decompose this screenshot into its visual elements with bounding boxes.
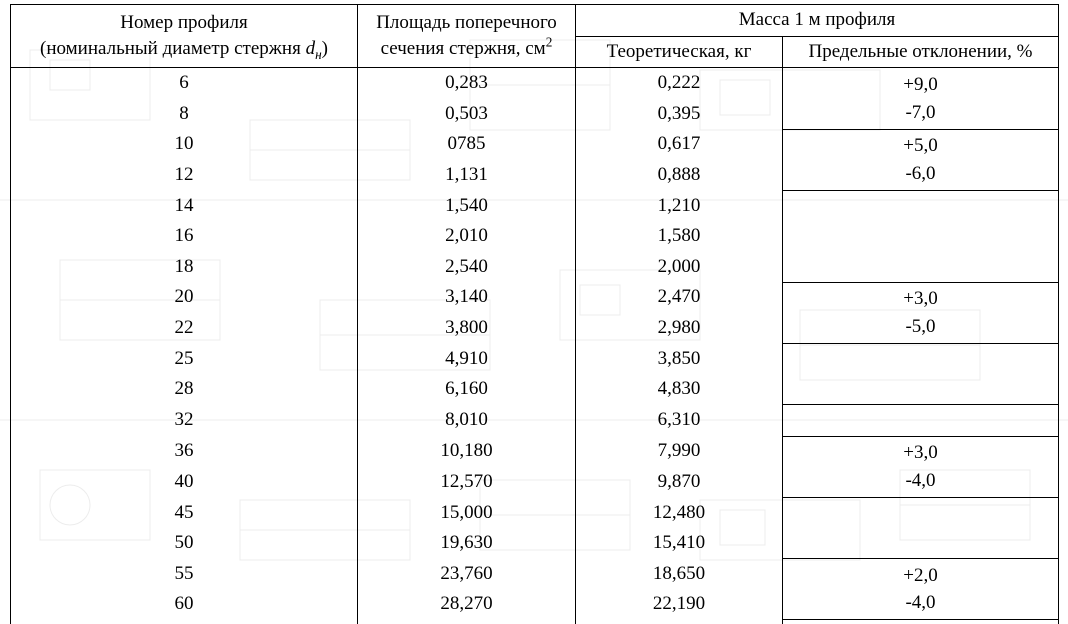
cell-profile-number: 20 — [11, 282, 358, 313]
cell-mass: 4,830 — [576, 374, 783, 405]
cell-profile-number: 25 — [11, 344, 358, 375]
cell-profile-number: 12 — [11, 160, 358, 191]
cell-mass: 6,310 — [576, 405, 783, 437]
cell-mass: 2,980 — [576, 313, 783, 344]
cell-mass: 18,650 — [576, 559, 783, 590]
header-deviation: Предельные отклонении, % — [783, 36, 1059, 68]
cell-mass: 22,190 — [576, 589, 783, 620]
table-row: 254,9103,850 — [11, 344, 1059, 375]
cell-area: 8,010 — [358, 405, 576, 437]
cell-deviation: +3,0-4,0 — [783, 436, 1059, 497]
cell-area: 3,140 — [358, 282, 576, 313]
cell-deviation — [783, 191, 1059, 283]
cell-area: 2,010 — [358, 221, 576, 252]
cell-profile-number: 32 — [11, 405, 358, 437]
table-row: 7038,48030,210 — [11, 620, 1059, 624]
cell-area: 2,540 — [358, 252, 576, 283]
cell-area: 0,503 — [358, 99, 576, 130]
cell-profile-number: 6 — [11, 68, 358, 99]
cell-deviation — [783, 344, 1059, 405]
cell-profile-number: 8 — [11, 99, 358, 130]
table-row: 4515,00012,480 — [11, 498, 1059, 529]
cell-area: 6,160 — [358, 374, 576, 405]
cell-area: 15,000 — [358, 498, 576, 529]
cell-area: 1,540 — [358, 191, 576, 222]
cell-area: 12,570 — [358, 467, 576, 498]
table-row: 1007850,617+5,0-6,0 — [11, 129, 1059, 160]
cell-deviation: +2,0-4,0 — [783, 559, 1059, 620]
cell-deviation: +9,0-7,0 — [783, 68, 1059, 130]
cell-profile-number: 10 — [11, 129, 358, 160]
cell-mass: 30,210 — [576, 620, 783, 624]
header-area: Площадь поперечного сечения стержня, см2 — [358, 5, 576, 68]
table-row: 60,2830,222+9,0-7,0 — [11, 68, 1059, 99]
cell-mass: 2,000 — [576, 252, 783, 283]
cell-profile-number: 70 — [11, 620, 358, 624]
cell-profile-number: 40 — [11, 467, 358, 498]
table-row: 328,0106,310 — [11, 405, 1059, 437]
cell-profile-number: 36 — [11, 436, 358, 467]
cell-profile-number: 16 — [11, 221, 358, 252]
cell-profile-number: 55 — [11, 559, 358, 590]
table-row: 203,1402,470+3,0-5,0 — [11, 282, 1059, 313]
cell-deviation — [783, 620, 1059, 624]
cell-mass: 9,870 — [576, 467, 783, 498]
header-theoretical: Теоретическая, кг — [576, 36, 783, 68]
cell-mass: 0,395 — [576, 99, 783, 130]
cell-area: 28,270 — [358, 589, 576, 620]
table-row: 3610,1807,990+3,0-4,0 — [11, 436, 1059, 467]
cell-profile-number: 14 — [11, 191, 358, 222]
cell-mass: 1,580 — [576, 221, 783, 252]
cell-profile-number: 50 — [11, 528, 358, 559]
cell-mass: 0,617 — [576, 129, 783, 160]
cell-mass: 1,210 — [576, 191, 783, 222]
cell-mass: 0,222 — [576, 68, 783, 99]
cell-profile-number: 45 — [11, 498, 358, 529]
cell-deviation: +5,0-6,0 — [783, 129, 1059, 190]
table-row: 141,5401,210 — [11, 191, 1059, 222]
cell-area: 38,480 — [358, 620, 576, 624]
cell-area: 1,131 — [358, 160, 576, 191]
cell-deviation — [783, 498, 1059, 559]
cell-mass: 2,470 — [576, 282, 783, 313]
cell-area: 23,760 — [358, 559, 576, 590]
cell-area: 10,180 — [358, 436, 576, 467]
cell-mass: 7,990 — [576, 436, 783, 467]
cell-area: 0785 — [358, 129, 576, 160]
cell-mass: 15,410 — [576, 528, 783, 559]
header-mass-group: Масса 1 м профиля — [576, 5, 1059, 37]
table-row: 5523,76018,650+2,0-4,0 — [11, 559, 1059, 590]
cell-profile-number: 22 — [11, 313, 358, 344]
cell-mass: 0,888 — [576, 160, 783, 191]
cell-area: 3,800 — [358, 313, 576, 344]
cell-profile-number: 28 — [11, 374, 358, 405]
cell-profile-number: 18 — [11, 252, 358, 283]
cell-area: 19,630 — [358, 528, 576, 559]
header-profile-number: Номер профиля (номинальный диаметр стерж… — [11, 5, 358, 68]
cell-mass: 3,850 — [576, 344, 783, 375]
cell-profile-number: 60 — [11, 589, 358, 620]
cell-mass: 12,480 — [576, 498, 783, 529]
cell-deviation — [783, 405, 1059, 437]
cell-deviation: +3,0-5,0 — [783, 282, 1059, 343]
cell-area: 4,910 — [358, 344, 576, 375]
cell-area: 0,283 — [358, 68, 576, 99]
profile-table: Номер профиля (номинальный диаметр стерж… — [10, 4, 1059, 624]
